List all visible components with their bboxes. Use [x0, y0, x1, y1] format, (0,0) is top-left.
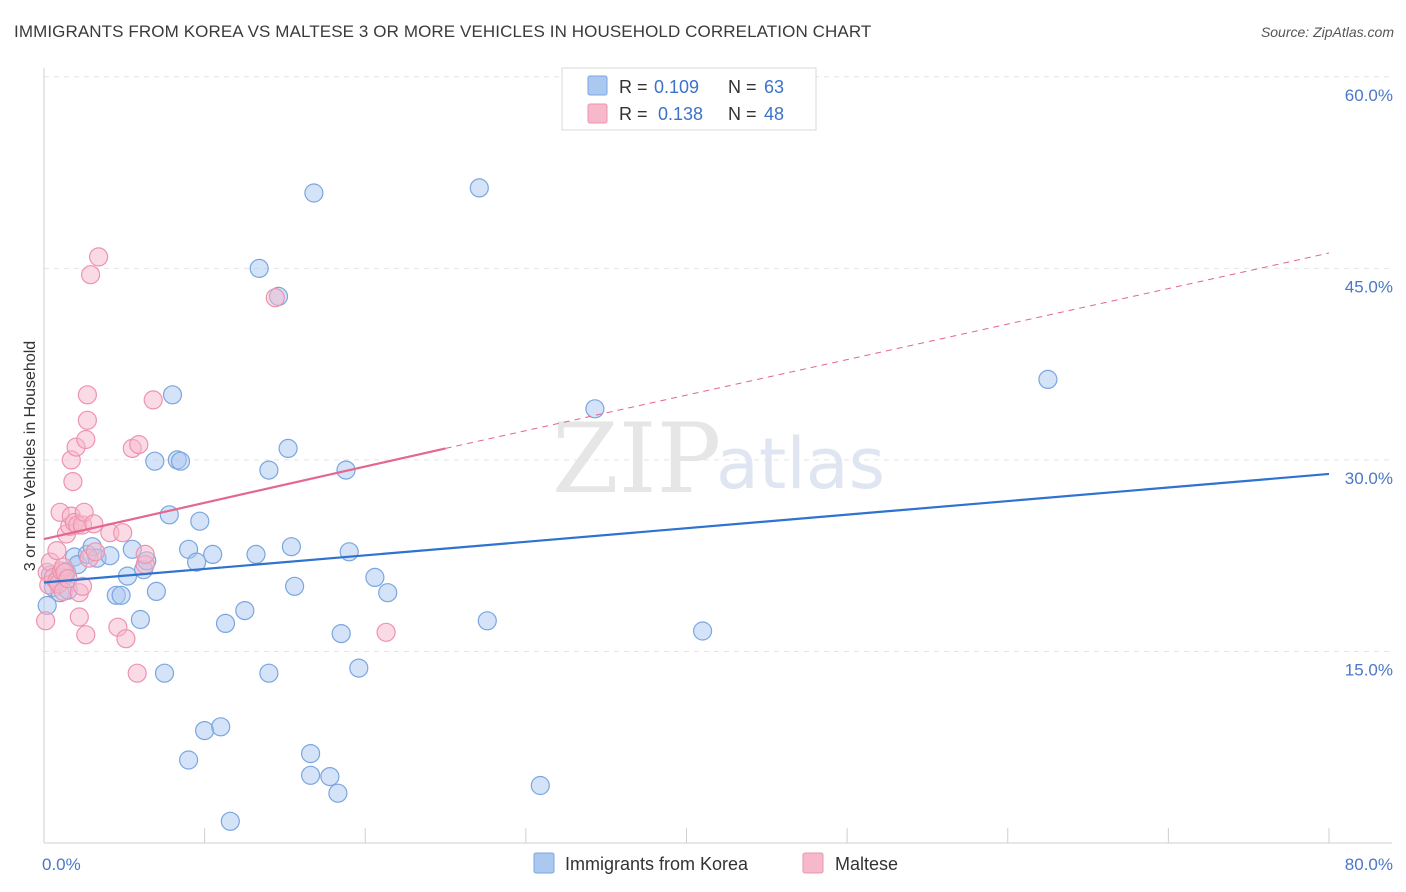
- korea-point-34: [211, 717, 231, 737]
- maltese-point-41: [127, 663, 147, 683]
- maltese-n-label: N =: [728, 104, 757, 124]
- maltese-point-6: [47, 540, 67, 561]
- korea-point-38: [246, 544, 266, 565]
- korea-point-18: [130, 609, 150, 630]
- korea-point-45: [285, 576, 305, 596]
- korea-points: [37, 178, 1058, 831]
- korea-point-40: [259, 460, 279, 480]
- korea-point-21: [145, 451, 165, 471]
- watermark-zip: ZIP: [552, 403, 721, 515]
- korea-point-55: [365, 567, 385, 588]
- korea-point-15: [111, 585, 131, 605]
- maltese-point-34: [85, 542, 106, 562]
- korea-point-56: [378, 583, 398, 603]
- korea-point-22: [146, 581, 166, 602]
- korea-point-62: [1038, 369, 1058, 389]
- legend-maltese-swatch: [802, 852, 824, 874]
- maltese-point-47: [376, 622, 396, 642]
- maltese-point-32: [80, 265, 101, 285]
- maltese-point-42: [129, 435, 149, 455]
- maltese-point-28: [76, 625, 96, 645]
- maltese-point-27: [76, 429, 96, 450]
- maltese-point-23: [69, 607, 89, 627]
- korea-r-value: 0.109: [654, 77, 699, 97]
- korea-r-label: R =: [619, 77, 648, 97]
- korea-point-35: [215, 613, 236, 634]
- maltese-point-35: [88, 247, 109, 267]
- y-tick-label-60: 60.0%: [1345, 86, 1393, 105]
- y-tick-labels: 15.0% 30.0% 45.0% 60.0%: [1345, 86, 1393, 680]
- korea-point-41: [259, 663, 279, 683]
- korea-legend-swatch: [587, 75, 608, 96]
- korea-trend-line: [43, 472, 1330, 584]
- maltese-trend-extension: [445, 252, 1330, 449]
- korea-point-27: [170, 451, 191, 471]
- korea-point-39: [249, 258, 269, 278]
- x-ticks: [204, 828, 1330, 843]
- korea-point-51: [331, 623, 351, 644]
- watermark-atlas: atlas: [716, 423, 885, 505]
- maltese-r-label: R =: [619, 104, 648, 124]
- trend-lines: [43, 252, 1330, 584]
- korea-point-46: [301, 743, 321, 764]
- korea-point-32: [195, 720, 215, 741]
- y-tick-label-30: 30.0%: [1345, 469, 1393, 488]
- korea-point-60: [585, 399, 605, 419]
- korea-point-33: [203, 544, 223, 565]
- series-legend: Immigrants from Korea Maltese: [533, 852, 898, 874]
- korea-point-43: [278, 438, 298, 458]
- korea-point-50: [328, 783, 348, 803]
- korea-n-label: N =: [728, 77, 757, 97]
- korea-point-44: [281, 537, 301, 557]
- source-label: Source: ZipAtlas.com: [1260, 24, 1394, 40]
- korea-point-59: [530, 775, 550, 796]
- korea-point-29: [179, 750, 199, 770]
- maltese-legend-swatch: [587, 103, 608, 124]
- korea-point-49: [320, 766, 340, 787]
- maltese-point-18: [63, 472, 83, 492]
- x-tick-label-max: 80.0%: [1345, 855, 1393, 874]
- korea-point-31: [190, 511, 210, 531]
- maltese-r-value: 0.138: [658, 104, 703, 124]
- y-tick-label-45: 45.0%: [1345, 277, 1393, 296]
- axes: [43, 68, 1392, 844]
- maltese-n-value: 48: [764, 104, 784, 124]
- korea-point-36: [220, 811, 240, 831]
- korea-point-57: [469, 178, 489, 198]
- korea-point-30: [187, 552, 207, 572]
- legend-korea-label: Immigrants from Korea: [565, 854, 749, 874]
- legend-korea-swatch: [533, 852, 555, 874]
- y-tick-label-15: 15.0%: [1345, 660, 1393, 679]
- maltese-point-25: [72, 576, 93, 596]
- maltese-trend-line: [43, 447, 446, 541]
- legend-maltese-label: Maltese: [835, 854, 898, 874]
- maltese-point-30: [77, 385, 98, 405]
- korea-n-value: 63: [764, 77, 784, 97]
- maltese-point-44: [135, 544, 155, 565]
- y-axis-label: 3 or more Vehicles in Household: [22, 341, 39, 571]
- chart-title: IMMIGRANTS FROM KOREA VS MALTESE 3 OR MO…: [14, 22, 872, 41]
- maltese-point-39: [116, 629, 136, 649]
- korea-point-47: [301, 765, 321, 785]
- korea-point-61: [692, 621, 713, 641]
- korea-point-58: [477, 611, 497, 631]
- korea-point-25: [162, 385, 183, 405]
- stats-legend: R = 0.109 N = 63 R = 0.138 N = 48: [561, 67, 817, 131]
- maltese-point-0: [35, 611, 56, 631]
- maltese-point-38: [113, 523, 133, 543]
- maltese-point-45: [143, 390, 163, 410]
- maltese-point-46: [265, 288, 285, 308]
- korea-point-23: [154, 663, 175, 683]
- korea-point-48: [304, 183, 324, 203]
- korea-point-54: [349, 658, 369, 678]
- korea-point-37: [235, 600, 255, 621]
- maltese-point-29: [77, 410, 98, 430]
- maltese-points: [35, 247, 396, 683]
- x-tick-label-min: 0.0%: [42, 855, 81, 874]
